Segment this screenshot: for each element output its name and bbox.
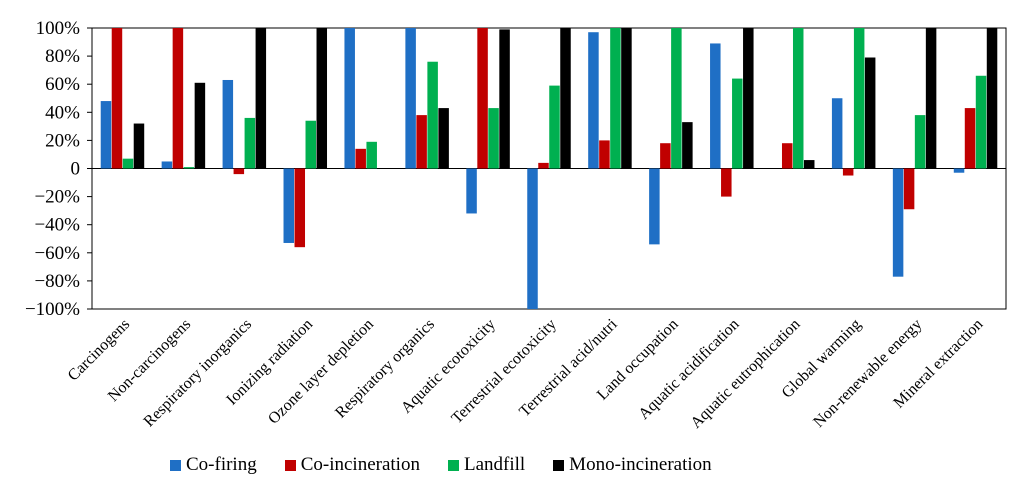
- x-category-label: Respiratory inorganics: [141, 316, 256, 431]
- y-tick-label: 100%: [36, 18, 81, 39]
- y-tick-label: 80%: [45, 46, 80, 67]
- bar-co-incineration-4: [355, 148, 366, 169]
- x-category-label: Aquatic eutrophication: [688, 316, 804, 432]
- legend-swatch: [284, 459, 296, 471]
- y-tick-label: 40%: [45, 102, 80, 123]
- bar-co-firing-14: [953, 168, 965, 173]
- x-category-label: Ozone layer depletion: [265, 316, 377, 428]
- bar-landfill-2: [244, 117, 256, 169]
- bar-co-firing-3: [283, 168, 295, 243]
- bar-co-incineration-1: [172, 28, 184, 169]
- bar-co-incineration-6: [477, 28, 488, 169]
- y-tick-label: 0: [71, 159, 81, 180]
- bar-mono-incineration-3: [316, 28, 328, 169]
- bar-mono-incineration-7: [560, 28, 571, 169]
- bar-co-incineration-5: [416, 115, 427, 169]
- bar-mono-incineration-5: [438, 108, 449, 169]
- bar-co-firing-9: [649, 168, 660, 245]
- legend-swatch: [447, 459, 459, 471]
- bar-co-firing-7: [527, 168, 538, 309]
- y-tick-label: 20%: [45, 130, 80, 151]
- bar-landfill-11: [792, 28, 804, 169]
- bar-mono-incineration-13: [925, 28, 937, 169]
- legend-swatch: [553, 459, 565, 471]
- bar-co-firing-12: [831, 98, 843, 169]
- bar-landfill-9: [671, 28, 682, 169]
- bar-landfill-10: [732, 78, 743, 169]
- legend-item: Mono-incineration: [553, 454, 712, 476]
- bar-co-incineration-3: [294, 168, 306, 248]
- legend-item: Landfill: [447, 454, 526, 476]
- bar-landfill-7: [549, 85, 560, 169]
- bar-co-firing-8: [588, 32, 599, 169]
- bar-co-incineration-11: [781, 143, 793, 169]
- y-tick-label: 60%: [45, 74, 80, 95]
- legend-label: Landfill: [463, 454, 526, 475]
- bar-co-firing-0: [100, 101, 112, 169]
- bar-co-incineration-10: [721, 168, 732, 197]
- legend-label: Mono-incineration: [569, 454, 712, 475]
- bar-co-firing-10: [710, 43, 721, 169]
- bar-mono-incineration-12: [864, 57, 876, 169]
- bar-co-incineration-8: [599, 140, 610, 169]
- legend-swatch: [170, 459, 181, 471]
- legend: Co-firing Co-incineration Landfill Mono-inc…: [170, 450, 740, 480]
- bar-landfill-3: [305, 120, 317, 169]
- bar-landfill-0: [122, 158, 134, 169]
- bar-landfill-12: [853, 28, 865, 169]
- bar-landfill-13: [914, 115, 926, 169]
- bar-mono-incineration-6: [499, 29, 510, 169]
- bar-mono-incineration-1: [194, 82, 206, 169]
- legend-item: Co-firing: [170, 454, 257, 476]
- y-tick-label: −60%: [34, 243, 80, 264]
- bar-mono-incineration-14: [986, 28, 998, 169]
- bar-co-firing-5: [405, 28, 416, 169]
- bars-layer: [100, 28, 998, 309]
- bar-co-incineration-9: [660, 143, 671, 169]
- bar-co-incineration-12: [842, 168, 854, 176]
- bar-landfill-4: [366, 141, 377, 169]
- x-category-label: Non-renewable energy: [810, 316, 925, 431]
- bar-co-incineration-13: [903, 168, 915, 210]
- bar-landfill-8: [610, 28, 621, 169]
- y-tick-labels: −100% −80% −60% −40% −20% 0 20% 40% 60% 80% 100%: [25, 18, 92, 320]
- bar-co-incineration-0: [111, 28, 123, 169]
- x-category-label: Aquatic acidification: [635, 316, 742, 423]
- bar-mono-incineration-11: [803, 160, 815, 169]
- bar-co-firing-6: [466, 168, 477, 214]
- bar-mono-incineration-10: [743, 28, 754, 169]
- legend-item: Co-incineration: [284, 454, 420, 476]
- bar-landfill-5: [427, 61, 438, 169]
- bar-co-incineration-7: [538, 162, 549, 169]
- bar-mono-incineration-2: [255, 28, 267, 169]
- bar-landfill-1: [183, 167, 195, 169]
- bar-co-firing-13: [892, 168, 904, 277]
- bar-co-firing-1: [161, 161, 173, 169]
- legend-label: Co-incineration: [300, 454, 420, 475]
- bar-landfill-14: [975, 75, 987, 169]
- bar-co-incineration-14: [964, 108, 976, 169]
- bar-mono-incineration-9: [682, 122, 693, 169]
- bar-co-firing-4: [344, 28, 355, 169]
- bar-mono-incineration-8: [621, 28, 632, 169]
- bar-landfill-6: [488, 108, 499, 169]
- bar-co-firing-2: [222, 79, 234, 169]
- y-tick-label: −20%: [34, 187, 80, 208]
- x-category-label: Terrestrial ecotoxicity: [448, 316, 559, 427]
- y-tick-label: −40%: [34, 215, 80, 236]
- y-tick-label: −100%: [25, 299, 80, 320]
- legend-label: Co-firing: [186, 454, 257, 475]
- y-tick-label: −80%: [34, 271, 80, 292]
- bar-mono-incineration-0: [133, 123, 145, 169]
- bar-co-incineration-2: [233, 168, 245, 175]
